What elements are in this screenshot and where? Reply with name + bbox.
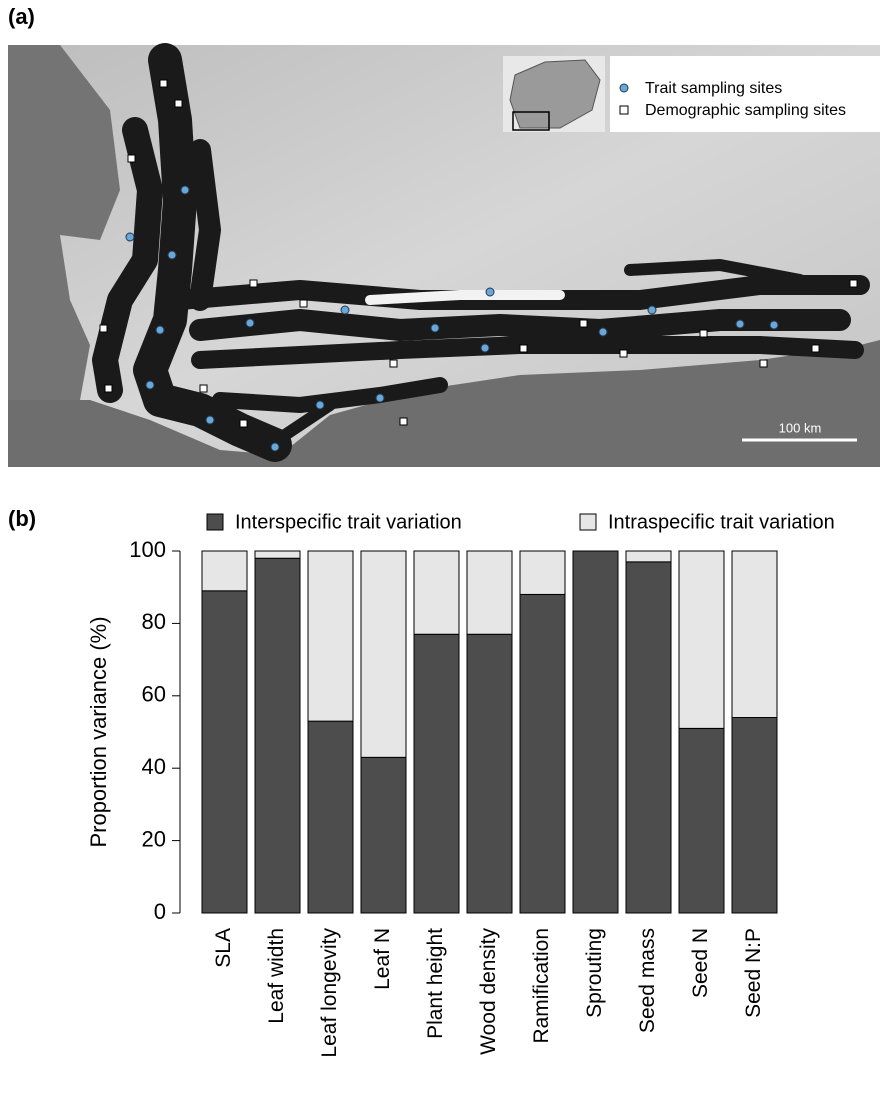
- bar-segment: [361, 757, 406, 913]
- bar-segment: [573, 551, 618, 913]
- bar-segment: [626, 562, 671, 913]
- legend-marker: [620, 84, 628, 92]
- bar-segment: [520, 594, 565, 913]
- x-tick-label: Plant height: [424, 928, 447, 1039]
- x-tick-label: Wood density: [477, 928, 500, 1055]
- bar-segment: [361, 551, 406, 757]
- y-tick-label: 20: [142, 826, 166, 851]
- bar-segment: [467, 551, 512, 634]
- x-tick-label: SLA: [212, 928, 235, 968]
- x-tick-label: Seed mass: [636, 928, 659, 1033]
- legend-marker: [620, 106, 628, 114]
- bar-segment: [679, 551, 724, 728]
- x-tick-label: Leaf width: [265, 928, 288, 1024]
- bar-segment: [202, 551, 247, 591]
- bar-segment: [255, 551, 300, 558]
- legend-label: Intraspecific trait variation: [608, 511, 835, 533]
- figure: (a): [0, 0, 888, 1103]
- map: Trait sampling sites Demographic samplin…: [8, 45, 880, 467]
- y-tick-label: 80: [142, 609, 166, 634]
- bar-segment: [308, 551, 353, 721]
- panel-label: (a): [8, 4, 35, 29]
- y-tick-label: 60: [142, 682, 166, 707]
- legend-swatch: [580, 514, 596, 530]
- bar-segment: [255, 558, 300, 913]
- x-tick-label: Leaf N: [371, 928, 394, 990]
- x-tick-label: Seed N: [689, 928, 712, 998]
- bar-segment: [732, 551, 777, 718]
- bar-segment: [414, 634, 459, 913]
- bar-segment: [732, 718, 777, 913]
- bar-segment: [202, 591, 247, 913]
- y-axis-label: Proportion variance (%): [86, 616, 111, 847]
- bar-segment: [414, 551, 459, 634]
- bar-segment: [626, 551, 671, 562]
- legend-label: Interspecific trait variation: [235, 511, 462, 533]
- legend-label: Demographic sampling sites: [645, 102, 846, 119]
- x-tick-label: Seed N:P: [742, 928, 765, 1018]
- x-tick-label: Leaf longevity: [318, 928, 341, 1058]
- scale-label: 100 km: [779, 420, 822, 435]
- y-tick-label: 100: [129, 537, 166, 562]
- bar-segment: [308, 721, 353, 913]
- legend-label: Trait sampling sites: [645, 80, 782, 97]
- bar-segment: [520, 551, 565, 594]
- x-tick-label: Sprouting: [583, 928, 606, 1018]
- legend-swatch: [207, 514, 223, 530]
- bar-segment: [467, 634, 512, 913]
- y-tick-label: 0: [154, 899, 166, 924]
- panel-label: (b): [8, 506, 36, 531]
- y-tick-label: 40: [142, 754, 166, 779]
- x-tick-label: Ramification: [530, 928, 553, 1044]
- bar-segment: [679, 728, 724, 913]
